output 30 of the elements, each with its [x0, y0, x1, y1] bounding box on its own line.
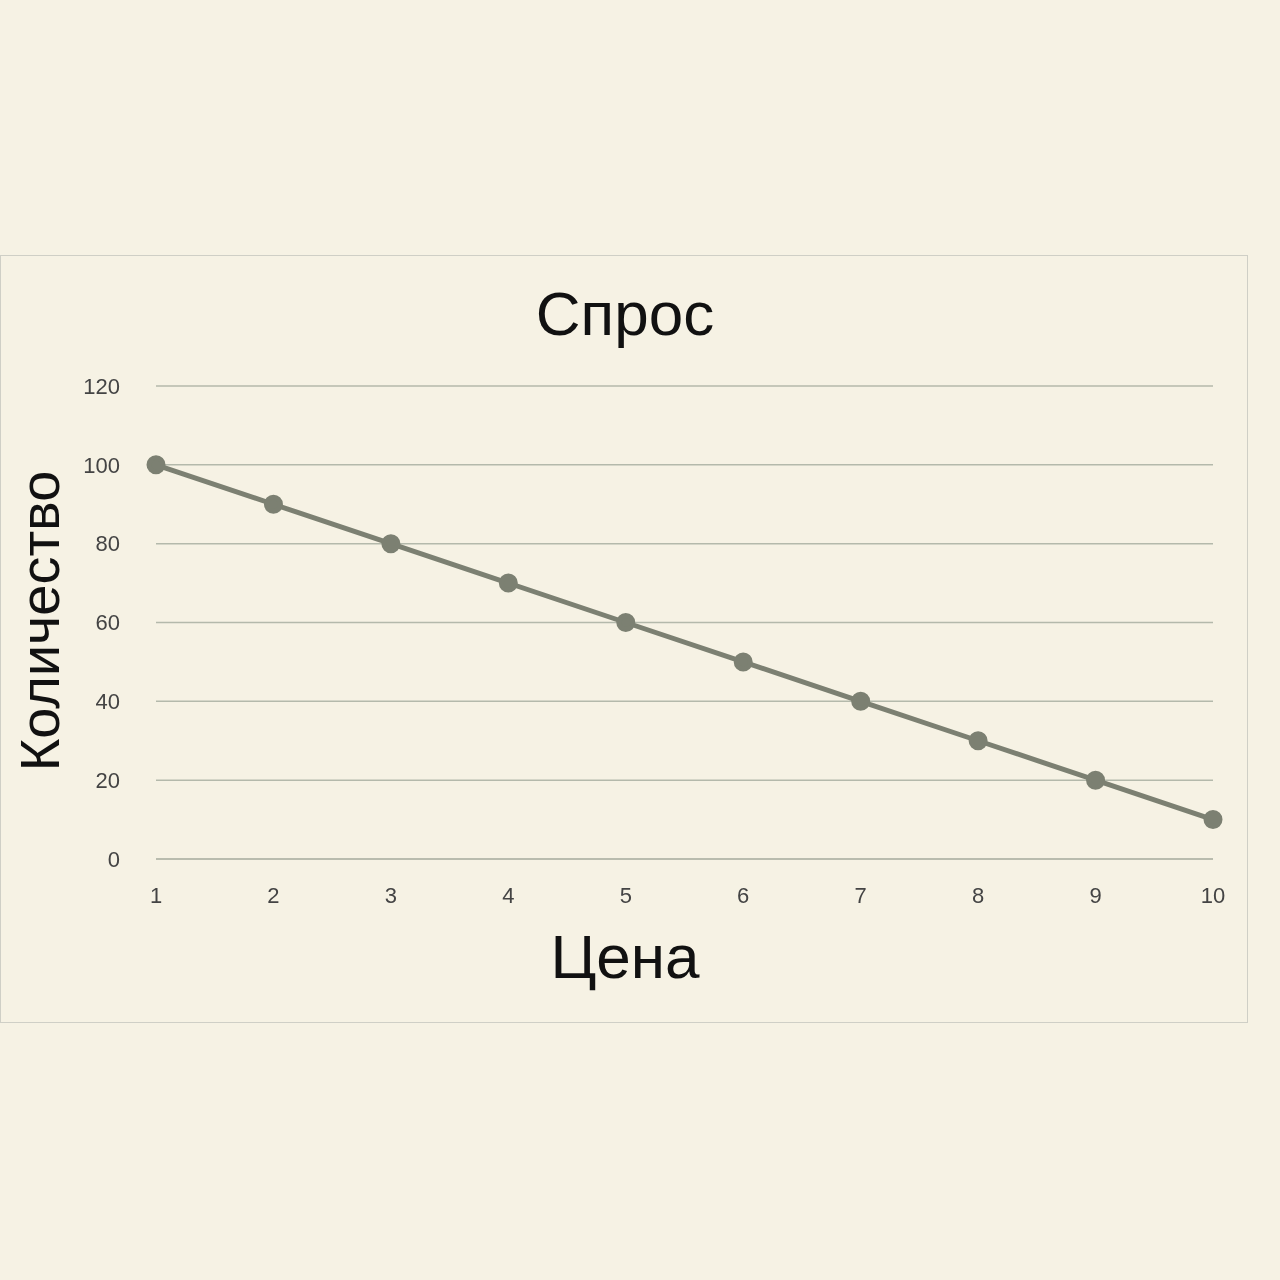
y-tick-label: 20: [95, 767, 120, 793]
point: [851, 691, 871, 711]
x-tick-label: 8: [971, 882, 985, 908]
chart-title: Спрос: [534, 278, 716, 349]
x-tick-label: 7: [854, 882, 867, 908]
y-tick-label: 80: [95, 531, 120, 557]
y-tick-label: 120: [83, 373, 120, 399]
y-tick-label: 40: [95, 689, 120, 715]
y-axis-title: Количество: [6, 470, 72, 772]
point: [1203, 810, 1223, 830]
point: [146, 455, 166, 475]
y-tick-label: 0: [107, 846, 120, 872]
y-tick-label: 60: [95, 610, 120, 636]
point: [498, 573, 518, 593]
x-tick-label: 4: [502, 882, 515, 908]
point: [381, 534, 401, 554]
x-tick-label: 1: [149, 882, 163, 908]
x-tick-label: 5: [619, 882, 632, 908]
x-tick-label: 3: [384, 882, 398, 908]
x-tick-label: 6: [737, 882, 750, 908]
point: [968, 731, 988, 751]
x-tick-label: 2: [267, 882, 280, 908]
point: [733, 652, 753, 672]
x-tick-label: 10: [1200, 882, 1226, 908]
x-axis-title: Цена: [549, 921, 701, 992]
x-tick-label: 9: [1089, 882, 1102, 908]
point: [263, 494, 283, 514]
point: [1086, 770, 1106, 790]
point: [616, 613, 636, 632]
y-tick-label: 100: [83, 452, 120, 478]
